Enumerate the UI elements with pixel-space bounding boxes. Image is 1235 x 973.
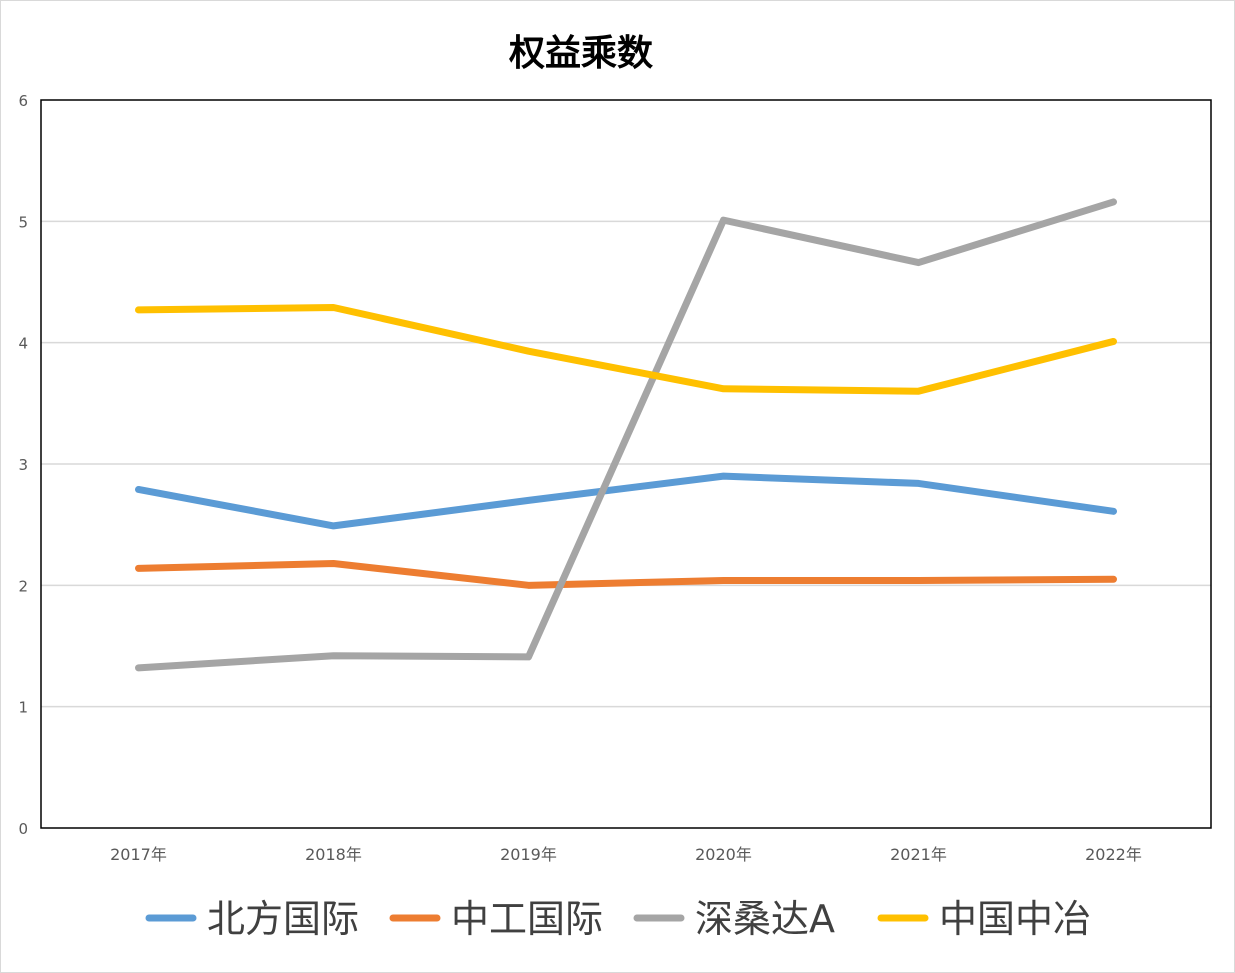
y-tick-label: 1 — [18, 699, 28, 717]
y-tick-label: 0 — [18, 820, 28, 838]
y-tick-label: 4 — [18, 335, 28, 353]
x-tick-label: 2019年 — [500, 845, 557, 864]
legend-label: 深桑达A — [695, 897, 835, 941]
x-tick-label: 2022年 — [1085, 845, 1142, 864]
plot-area-border — [40, 99, 1212, 829]
legend-label: 北方国际 — [207, 897, 359, 941]
x-tick-label: 2021年 — [890, 845, 947, 864]
legend-label: 中国中冶 — [939, 897, 1091, 941]
x-tick-label: 2018年 — [305, 845, 362, 864]
y-tick-label: 2 — [18, 577, 28, 595]
x-tick-label: 2017年 — [110, 845, 167, 864]
chart-title: 权益乘数 — [508, 33, 653, 74]
y-tick-label: 5 — [18, 213, 28, 231]
series-line-中工国际 — [135, 559, 1117, 589]
legend-label: 中工国际 — [451, 897, 603, 941]
y-tick-label: 6 — [18, 92, 28, 110]
series-line-北方国际 — [135, 472, 1117, 530]
series-line-深桑达A — [135, 198, 1117, 672]
y-tick-label: 3 — [18, 456, 28, 474]
series-line-中国中冶 — [135, 303, 1117, 395]
x-tick-label: 2020年 — [695, 845, 752, 864]
